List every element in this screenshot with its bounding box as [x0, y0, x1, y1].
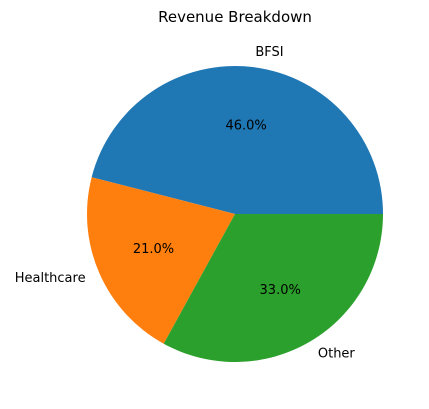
pie-slice-healthcare — [86, 177, 235, 344]
pie-slice-other — [163, 214, 383, 362]
pie-slice-bfsi — [91, 65, 383, 214]
pie-labels: BFSI 46.0% Healthcare 21.0% Other 33.0% — [15, 45, 356, 362]
slice-label-bfsi: BFSI — [255, 45, 283, 60]
slice-percent-bfsi: 46.0% — [225, 118, 266, 133]
slice-percent-other: 33.0% — [260, 283, 301, 298]
slice-percent-healthcare: 21.0% — [133, 242, 174, 257]
pie-slices — [86, 65, 383, 362]
chart-title: Revenue Breakdown — [158, 8, 312, 26]
slice-label-other: Other — [318, 347, 356, 362]
slice-label-healthcare: Healthcare — [15, 271, 86, 286]
